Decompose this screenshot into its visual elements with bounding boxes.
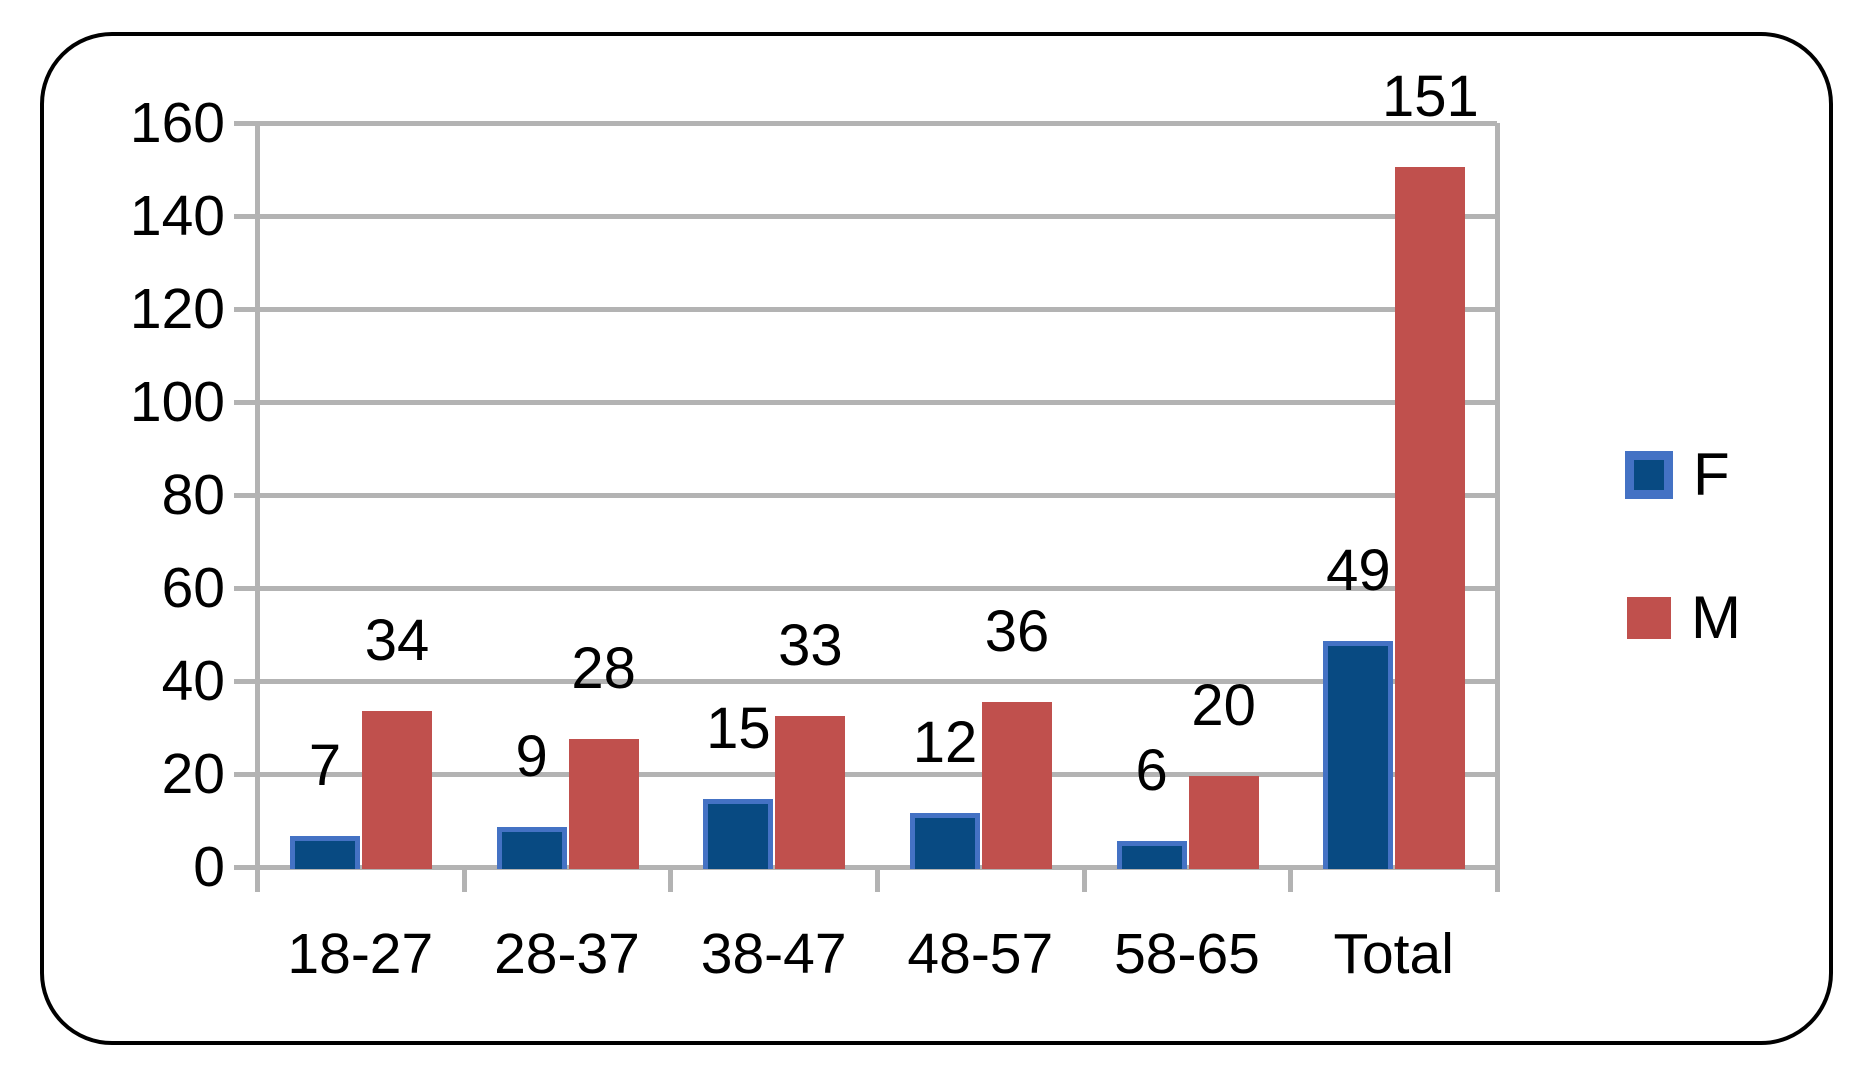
y-axis-tick [234,121,257,126]
legend-marker-f-icon [1625,451,1673,499]
x-axis-label-28-37: 28-37 [494,922,640,986]
data-label-F-38-47: 15 [706,696,771,761]
y-axis-label-60: 60 [161,556,225,620]
y-axis-tick [234,679,257,684]
y-axis-label-20: 20 [161,742,225,806]
bar-M-Total [1395,167,1466,869]
x-axis-label-Total: Total [1333,922,1454,986]
data-label-M-48-57: 36 [984,599,1050,664]
data-label-F-Total: 49 [1326,538,1391,603]
chart-border-frame [40,32,1833,1045]
y-axis-label-80: 80 [161,463,225,527]
y-axis-tick [234,586,257,591]
y-axis-tick [234,400,257,405]
y-axis-label-0: 0 [193,835,225,899]
x-axis-label-58-65: 58-65 [1114,922,1260,986]
x-axis-tick [461,867,467,892]
data-label-M-38-47: 33 [778,613,843,678]
x-axis-label-48-57: 48-57 [907,922,1054,986]
y-axis-label-120: 120 [129,277,225,341]
legend-item-f: F [1625,445,1730,505]
legend-label-f: F [1693,441,1730,508]
x-axis-tick [875,867,880,892]
legend-item-m: M [1627,588,1741,648]
gridline [257,121,1497,126]
data-label-M-58-65: 20 [1191,673,1256,738]
data-label-F-18-27: 7 [308,733,342,798]
x-axis-tick [1288,867,1294,892]
gridline [257,214,1497,219]
gridline [257,400,1497,405]
gridline [257,586,1497,591]
y-axis-tick [234,493,257,498]
bar-M-38-47 [775,716,846,869]
y-axis-label-40: 40 [161,649,225,713]
bar-M-18-27 [362,711,432,869]
x-axis-label-18-27: 18-27 [287,922,434,986]
x-axis-tick [1081,867,1087,892]
data-label-M-Total: 151 [1381,64,1479,129]
data-label-M-28-37: 28 [571,636,636,701]
data-label-M-18-27: 34 [364,608,430,673]
y-axis-label-100: 100 [129,370,225,434]
gridline [257,772,1497,777]
data-label-F-58-65: 6 [1135,738,1168,803]
y-axis-tick [234,865,257,870]
y-axis-label-140: 140 [129,184,225,248]
y-axis-line [255,123,260,892]
bar-M-58-65 [1188,776,1259,869]
legend-label-m: M [1691,584,1741,651]
bar-F-18-27 [290,836,360,869]
bar-F-28-37 [496,827,567,869]
bar-F-Total [1323,641,1394,869]
y-axis-tick [234,214,257,219]
x-axis-tick [668,867,674,892]
bar-F-58-65 [1116,841,1187,869]
gridline [257,679,1497,684]
y-axis-label-160: 160 [129,91,225,155]
x-axis-label-38-47: 38-47 [700,922,847,986]
y-axis-tick [234,772,257,777]
bar-M-28-37 [568,739,639,869]
gridline [257,307,1497,312]
bar-M-48-57 [982,702,1052,869]
data-label-F-48-57: 12 [912,710,978,775]
bar-F-38-47 [703,799,774,869]
gridline [257,493,1497,498]
legend-marker-m-icon [1627,597,1671,639]
bar-F-48-57 [910,813,980,869]
plot-right-border [1495,123,1500,892]
data-label-F-28-37: 9 [515,724,548,789]
y-axis-tick [234,307,257,312]
